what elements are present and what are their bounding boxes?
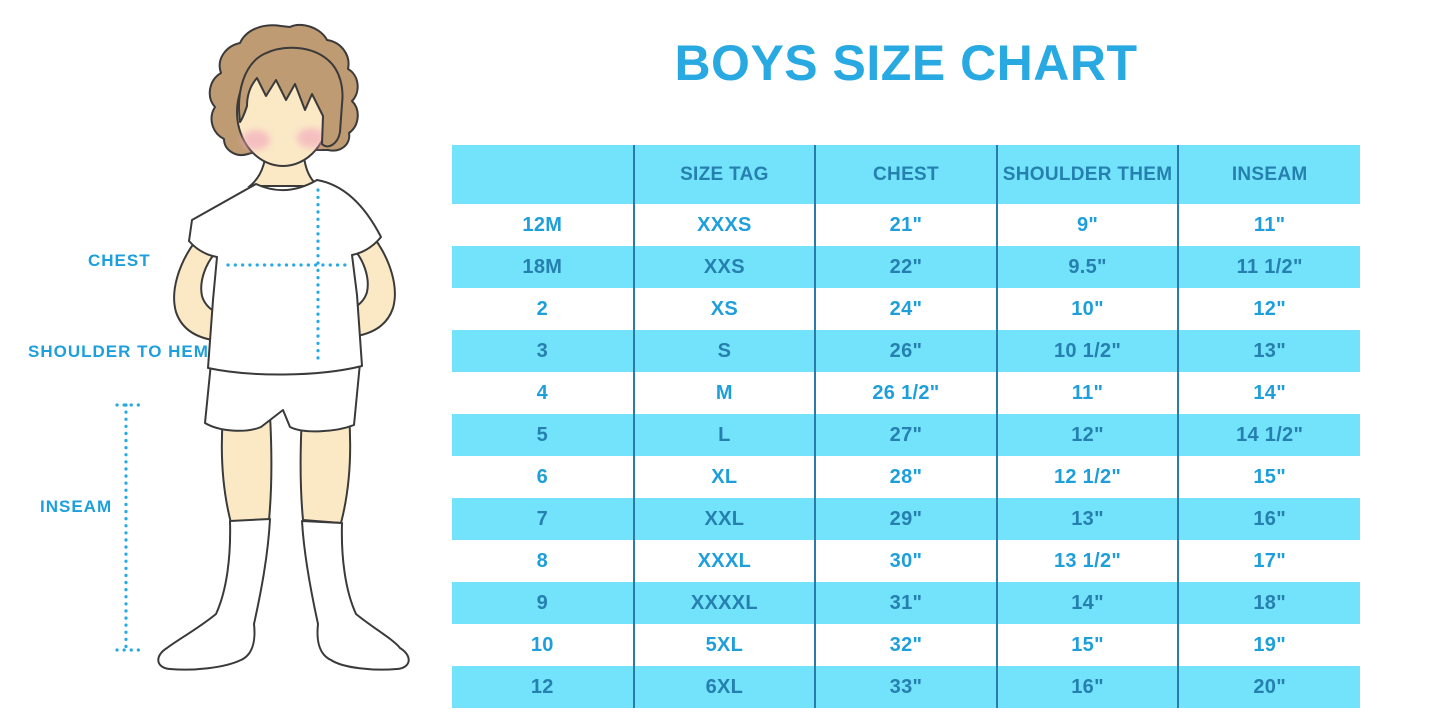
table-cell: 14": [995, 582, 1179, 624]
table-cell: 13 1/2": [995, 540, 1179, 582]
table-cell: 27": [814, 414, 997, 456]
table-cell: XXXL: [632, 540, 816, 582]
table-cell: 6XL: [632, 666, 816, 708]
table-cell: 21": [814, 204, 997, 246]
left-cheek: [242, 130, 270, 150]
column-header-size: [452, 145, 634, 204]
table-cell: 6: [536, 465, 549, 488]
shoulder-to-hem-measure-label: SHOULDER TO HEM: [28, 342, 209, 361]
table-cell: 11 1/2": [1177, 246, 1360, 288]
table-cell: 15": [995, 624, 1179, 666]
column-header-inseam: INSEAM: [1177, 145, 1360, 204]
table-row: 18M XXS 22" 9.5" 11 1/2": [452, 246, 1360, 288]
table-cell: 24": [814, 288, 997, 330]
column-header-chest: CHEST: [814, 145, 997, 204]
left-sock: [157, 518, 271, 671]
table-cell: 10 1/2": [995, 330, 1179, 372]
table-cell: 14 1/2": [1177, 414, 1360, 456]
column-header-size-tag: SIZE TAG: [632, 145, 816, 204]
table-cell: 12": [1177, 288, 1360, 330]
table-cell: M: [632, 372, 816, 414]
right-sock: [301, 520, 410, 671]
table-cell: 16": [995, 666, 1179, 708]
table-cell: 11": [1177, 204, 1360, 246]
table-cell: 17": [1177, 540, 1360, 582]
table-cell: XXS: [632, 246, 816, 288]
table-cell: 16": [1177, 498, 1360, 540]
chest-measure-label: CHEST: [88, 251, 151, 270]
table-row: 10 5XL 32" 15" 19": [452, 624, 1360, 666]
measurement-figure: CHEST SHOULDER TO HEM INSEAM: [0, 0, 460, 723]
table-cell: 5XL: [632, 624, 816, 666]
table-cell: 14": [1177, 372, 1360, 414]
table-cell: 12: [530, 675, 554, 698]
table-header: SIZE TAG CHEST SHOULDER THEM INSEAM: [452, 145, 1360, 204]
table-cell: 19": [1177, 624, 1360, 666]
table-cell: 8: [536, 549, 549, 572]
table-row: 3 S 26" 10 1/2" 13": [452, 330, 1360, 372]
table-cell: XXXS: [632, 204, 816, 246]
table-cell: 18M: [522, 255, 563, 278]
table-cell: 4: [536, 381, 549, 404]
table-cell: 26 1/2": [814, 372, 997, 414]
table-cell: 26": [814, 330, 997, 372]
table-row: 8 XXXL 30" 13 1/2" 17": [452, 540, 1360, 582]
table-cell: XXL: [632, 498, 816, 540]
right-cheek: [297, 128, 325, 148]
table-row: 4 M 26 1/2" 11" 14": [452, 372, 1360, 414]
table-cell: 10": [995, 288, 1179, 330]
table-cell: 7: [536, 507, 549, 530]
table-row: 12M XXXS 21" 9" 11": [452, 204, 1360, 246]
boy-illustration: [115, 23, 410, 671]
inseam-measure-label: INSEAM: [40, 497, 113, 516]
table-cell: XXXXL: [632, 582, 816, 624]
table-cell: 3: [536, 339, 549, 362]
table-cell: XS: [632, 288, 816, 330]
table-cell: 9.5": [995, 246, 1179, 288]
hair-fringe: [238, 46, 344, 148]
table-cell: 12": [995, 414, 1179, 456]
t-shirt: [188, 179, 382, 376]
table-body: 12M XXXS 21" 9" 11" 18M XXS 22" 9.5" 11 …: [452, 204, 1360, 708]
table-cell: XL: [632, 456, 816, 498]
table-cell: S: [632, 330, 816, 372]
table-row: 12 6XL 33" 16" 20": [452, 666, 1360, 708]
table-cell: 2: [536, 297, 549, 320]
table-cell: 12 1/2": [995, 456, 1179, 498]
table-cell: 12M: [522, 213, 563, 236]
table-cell: 13": [995, 498, 1179, 540]
table-row: 9 XXXXL 31" 14" 18": [452, 582, 1360, 624]
page-title: BOYS SIZE CHART: [674, 35, 1138, 91]
table-cell: 32": [814, 624, 997, 666]
table-cell: 13": [1177, 330, 1360, 372]
column-header-shoulder-them: SHOULDER THEM: [995, 145, 1179, 204]
header-row: SIZE TAG CHEST SHOULDER THEM INSEAM: [452, 145, 1360, 204]
table-cell: 22": [814, 246, 997, 288]
table-cell: 28": [814, 456, 997, 498]
table-cell: 9": [995, 204, 1179, 246]
table-cell: 9: [536, 591, 549, 614]
table-row: 2 XS 24" 10" 12": [452, 288, 1360, 330]
table-cell: 18": [1177, 582, 1360, 624]
table-cell: 10: [530, 633, 554, 656]
table-cell: 29": [814, 498, 997, 540]
table-row: 5 L 27" 12" 14 1/2": [452, 414, 1360, 456]
table-cell: 5: [536, 423, 549, 446]
table-cell: 33": [814, 666, 997, 708]
table-cell: 30": [814, 540, 997, 582]
table-cell: 15": [1177, 456, 1360, 498]
table-row: 6 XL 28" 12 1/2" 15": [452, 456, 1360, 498]
table-cell: L: [632, 414, 816, 456]
table-cell: 11": [995, 372, 1179, 414]
size-chart-table: SIZE TAG CHEST SHOULDER THEM INSEAM 12M …: [452, 145, 1360, 708]
table-row: 7 XXL 29" 13" 16": [452, 498, 1360, 540]
table-cell: 20": [1177, 666, 1360, 708]
table-cell: 31": [814, 582, 997, 624]
